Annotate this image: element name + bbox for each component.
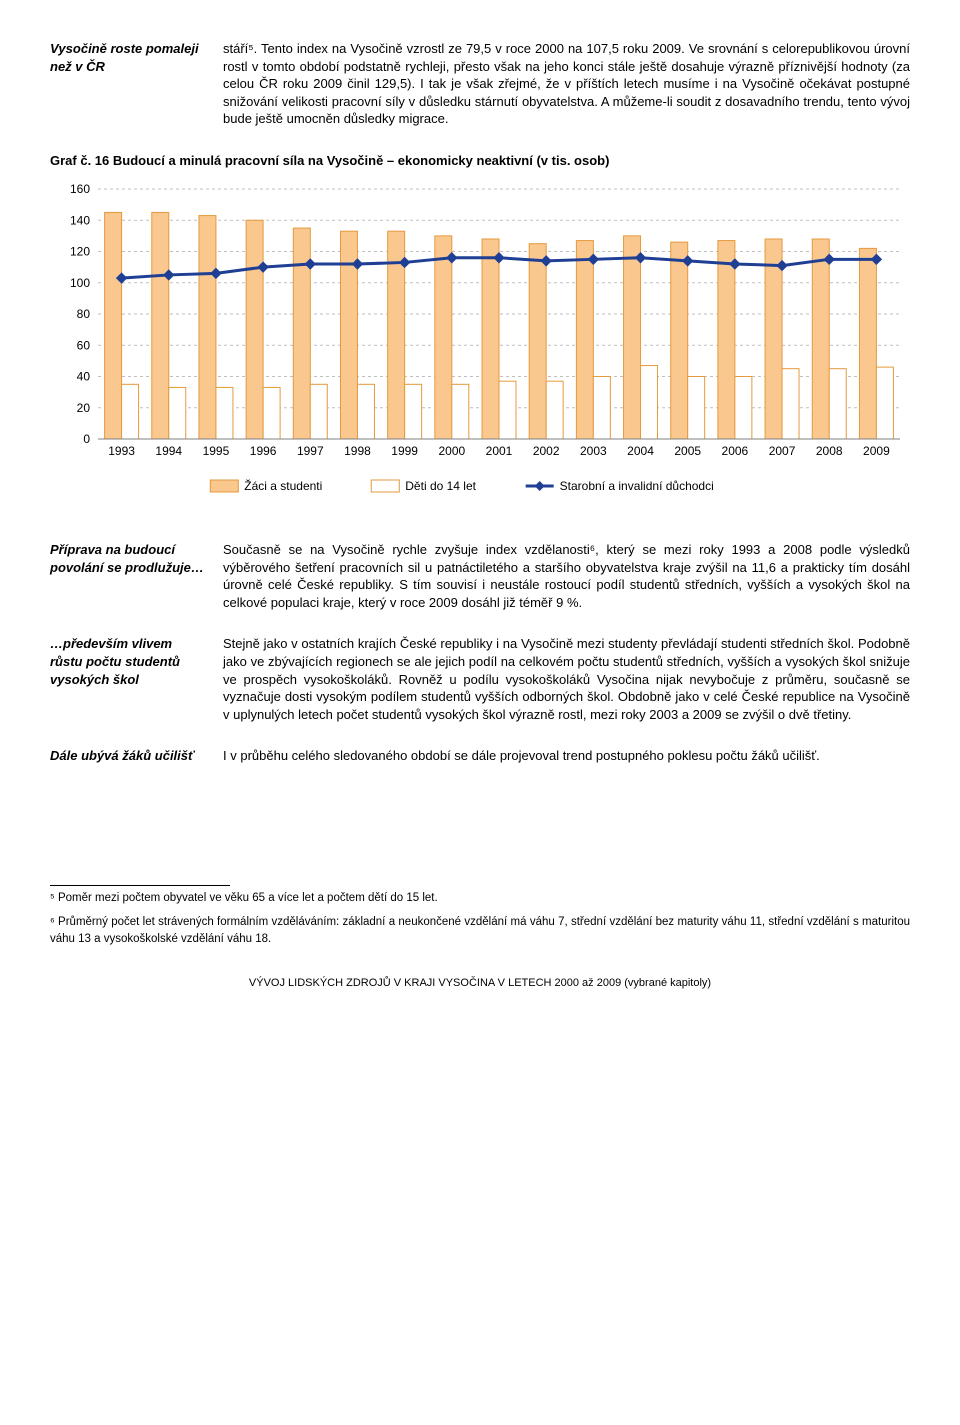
section-4: Dále ubývá žáků učilišť I v průběhu celé… [50,747,910,765]
svg-text:2006: 2006 [722,444,749,458]
svg-text:1996: 1996 [250,444,277,458]
side-note-4: Dále ubývá žáků učilišť [50,747,205,765]
chart-title: Graf č. 16 Budoucí a minulá pracovní síl… [50,152,910,170]
svg-text:160: 160 [70,182,90,196]
section-3: …především vlivem růstu počtu studentů v… [50,635,910,723]
svg-text:Starobní a invalidní důchodci: Starobní a invalidní důchodci [560,479,714,493]
chart-svg: 0 20 40 60 80 100 120 140 160 1993 1994 1995 1996 199… [50,181,910,511]
footnote-5: ⁵ Poměr mezi počtem obyvatel ve věku 65 … [50,890,910,907]
svg-text:120: 120 [70,245,90,259]
svg-text:Děti do 14 let: Děti do 14 let [405,479,476,493]
svg-text:1993: 1993 [108,444,135,458]
body-text-1: stáří⁵. Tento index na Vysočině vzrostl … [223,40,910,128]
svg-text:1999: 1999 [391,444,418,458]
side-note-1: Vysočině roste pomaleji než v ČR [50,40,205,128]
svg-text:2001: 2001 [486,444,513,458]
side-note-3: …především vlivem růstu počtu studentů v… [50,635,205,723]
svg-text:0: 0 [83,432,90,446]
svg-text:Žáci a studenti: Žáci a studenti [244,478,322,493]
svg-text:2002: 2002 [533,444,560,458]
svg-text:1995: 1995 [203,444,230,458]
svg-text:20: 20 [77,401,91,415]
svg-text:2007: 2007 [769,444,796,458]
section-2: Příprava na budoucí povolání se prodlužu… [50,541,910,611]
svg-text:1997: 1997 [297,444,324,458]
body-text-4: I v průběhu celého sledovaného období se… [223,747,910,765]
svg-text:2000: 2000 [438,444,465,458]
body-text-3: Stejně jako v ostatních krajích České re… [223,635,910,723]
side-note-2: Příprava na budoucí povolání se prodlužu… [50,541,205,611]
svg-text:2003: 2003 [580,444,607,458]
svg-text:60: 60 [77,339,91,353]
page-footer: VÝVOJ LIDSKÝCH ZDROJŮ V KRAJI VYSOČINA V… [50,976,910,991]
svg-text:2004: 2004 [627,444,654,458]
svg-text:80: 80 [77,307,91,321]
svg-text:40: 40 [77,370,91,384]
svg-text:2009: 2009 [863,444,890,458]
svg-text:100: 100 [70,276,90,290]
svg-text:1994: 1994 [155,444,182,458]
body-text-2: Současně se na Vysočině rychle zvyšuje i… [223,541,910,611]
svg-text:140: 140 [70,214,90,228]
svg-text:1998: 1998 [344,444,371,458]
footnote-rule [50,885,230,886]
svg-text:2008: 2008 [816,444,843,458]
chart-container: 0 20 40 60 80 100 120 140 160 1993 1994 1995 1996 199… [50,181,910,511]
svg-text:2005: 2005 [674,444,701,458]
footnote-6: ⁶ Průměrný počet let strávených formální… [50,914,910,947]
section-1: Vysočině roste pomaleji než v ČR stáří⁵.… [50,40,910,128]
